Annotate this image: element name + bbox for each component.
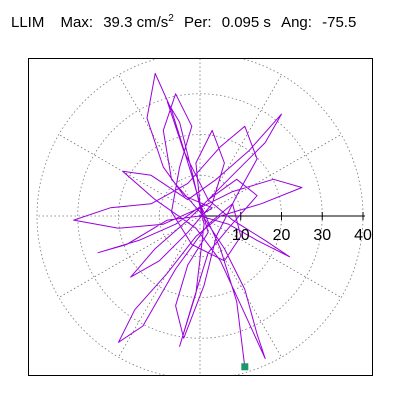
per-value: 0.095 s bbox=[221, 14, 271, 31]
max-unit-exponent: 2 bbox=[168, 13, 174, 24]
tick-label-30: 30 bbox=[313, 227, 331, 244]
tick-label-10: 10 bbox=[232, 227, 250, 244]
grid-spoke-330 bbox=[199, 215, 342, 298]
label-layer: 10 20 30 40 bbox=[232, 227, 372, 244]
trace-layer bbox=[73, 72, 303, 371]
motion-trace bbox=[73, 72, 303, 367]
per-label: Per: bbox=[184, 14, 212, 31]
grid-spoke-60 bbox=[199, 74, 282, 217]
grid-spoke-150 bbox=[58, 134, 201, 217]
max-label: Max: bbox=[60, 14, 94, 31]
tick-label-40: 40 bbox=[354, 227, 372, 244]
ang-label: Ang: bbox=[281, 14, 312, 31]
grid-spoke-120 bbox=[118, 74, 201, 217]
grid-layer bbox=[36, 59, 364, 375]
header: LLIM Max: 39.3 cm/s2 Per: 0.095 s Ang: -… bbox=[11, 14, 356, 32]
grid-spoke-210 bbox=[58, 215, 201, 298]
station-code: LLIM bbox=[11, 14, 45, 31]
tick-label-20: 20 bbox=[273, 227, 291, 244]
max-unit: cm/s2 bbox=[136, 13, 174, 32]
grid-spoke-30 bbox=[199, 134, 342, 217]
grid-spoke-300 bbox=[199, 215, 282, 358]
max-value: 39.3 bbox=[103, 14, 133, 31]
polar-plot: 10 20 30 40 bbox=[36, 59, 372, 375]
end-marker bbox=[241, 363, 249, 371]
plot-frame: 10 20 30 40 bbox=[28, 58, 373, 376]
ang-value: -75.5 bbox=[322, 14, 357, 31]
grid-spoke-240 bbox=[118, 215, 201, 358]
